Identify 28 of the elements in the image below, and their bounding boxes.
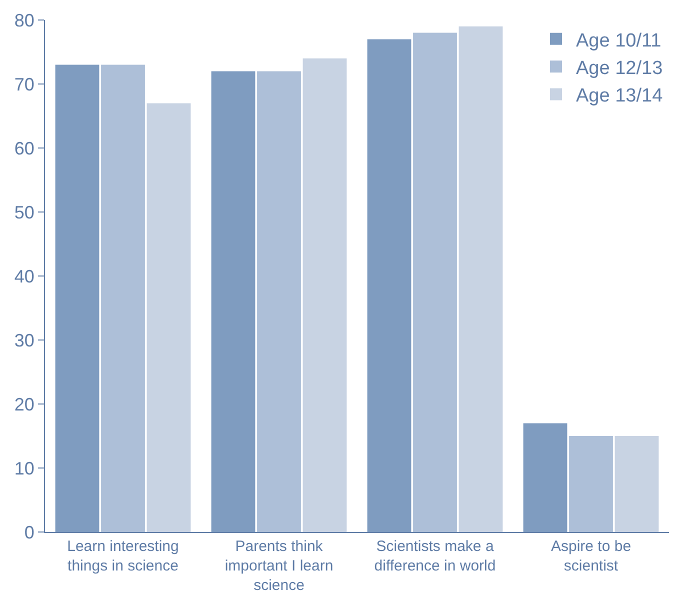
x-tick-label: Parents think important I learn science — [224, 538, 334, 594]
y-tick-label: 0 — [24, 522, 34, 542]
x-tick-label: Learn interesting things in science — [67, 538, 179, 574]
bar — [101, 64, 145, 532]
y-tick-label: 20 — [14, 394, 34, 414]
bar — [257, 71, 301, 532]
legend-label: Age 13/14 — [576, 86, 664, 107]
y-tick-label: 80 — [14, 10, 34, 30]
bar — [569, 436, 613, 532]
bar — [211, 71, 256, 532]
legend-label: Age 10/11 — [576, 30, 662, 52]
y-tick-label: 70 — [14, 74, 34, 94]
bar — [302, 58, 347, 532]
bar — [55, 64, 100, 532]
y-tick-label: 30 — [14, 330, 34, 350]
x-tick-label: Scientists make a difference in world — [374, 538, 496, 574]
bar — [413, 32, 457, 532]
bar — [458, 26, 503, 532]
bar — [367, 39, 412, 532]
y-tick-label: 40 — [14, 266, 34, 286]
y-tick-label: 10 — [14, 458, 34, 478]
x-tick-label: Aspire to be scientist — [550, 538, 632, 574]
y-tick-label: 50 — [14, 202, 34, 222]
legend-label: Age 12/13 — [576, 58, 663, 79]
y-tick-label: 60 — [14, 138, 34, 158]
bar — [146, 103, 191, 532]
bar — [523, 423, 568, 532]
bar — [614, 436, 659, 532]
